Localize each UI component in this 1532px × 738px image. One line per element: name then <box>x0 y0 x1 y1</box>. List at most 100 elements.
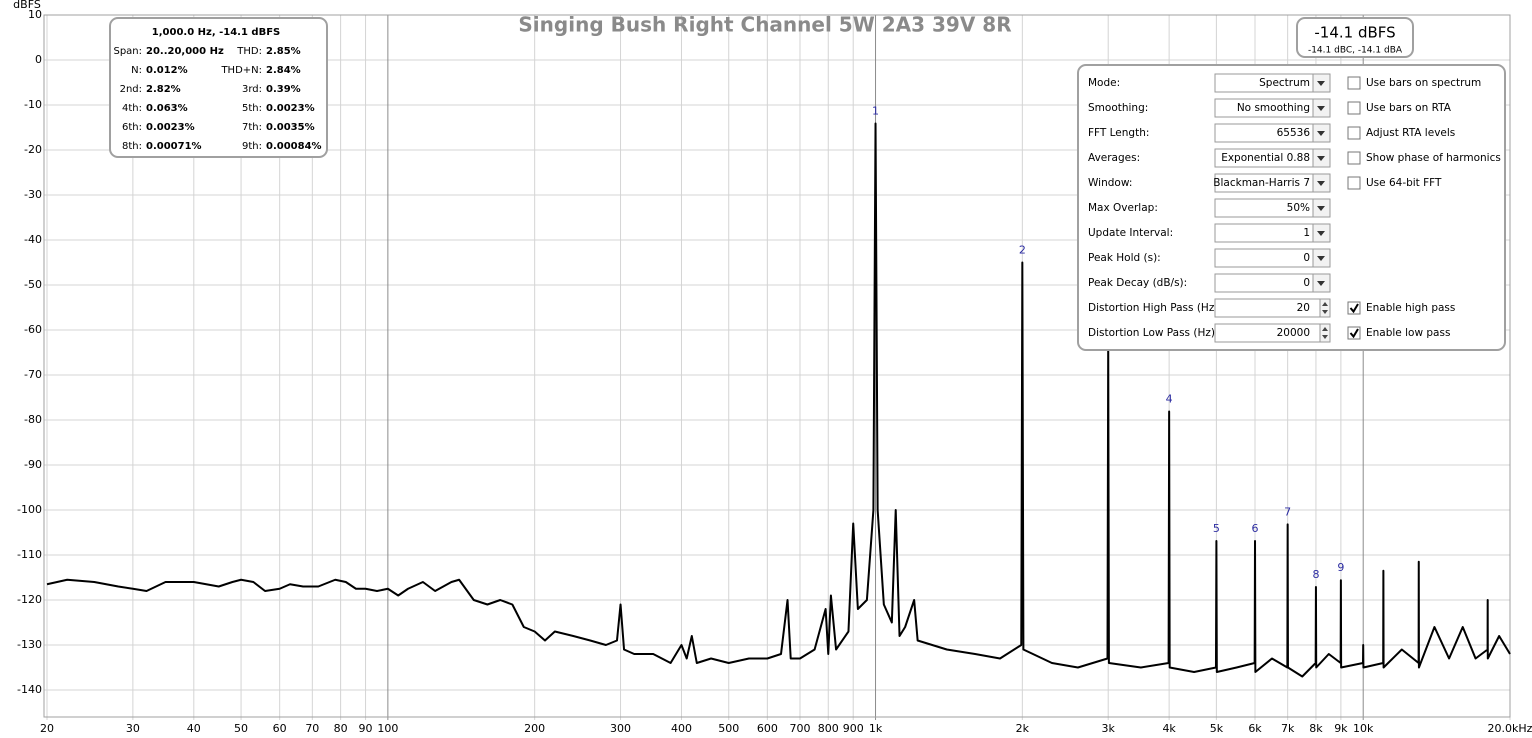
x-tick-label: 90 <box>359 722 373 735</box>
check-mark <box>1349 328 1359 339</box>
info-box <box>109 17 328 158</box>
control-value: Blackman-Harris 7 <box>1213 177 1310 189</box>
harmonic-label: 6 <box>1252 522 1259 535</box>
x-tick-label: 20 <box>40 722 54 735</box>
y-tick-label: -70 <box>24 368 42 381</box>
info-value: 0.012% <box>146 65 188 76</box>
info-value: 0.39% <box>266 84 301 95</box>
dropdown-arrow <box>1317 131 1325 136</box>
level-value: -14.1 dBFS <box>1314 24 1395 42</box>
x-tick-label: 900 <box>843 722 864 735</box>
dropdown-arrow <box>1317 81 1325 86</box>
x-tick-label: 800 <box>818 722 839 735</box>
y-tick-label: -90 <box>24 458 42 471</box>
y-tick-label: -50 <box>24 278 42 291</box>
checkbox-label: Use bars on RTA <box>1366 102 1452 114</box>
x-tick-label: 200 <box>524 722 545 735</box>
plot-frame <box>43 14 1511 718</box>
y-tick-label: -140 <box>17 683 42 696</box>
info-value: 0.00071% <box>146 141 202 152</box>
checkbox-label: Enable low pass <box>1366 327 1450 339</box>
dropdown-arrow <box>1317 256 1325 261</box>
y-tick-label: 0 <box>35 53 42 66</box>
control-value: 0 <box>1303 252 1310 264</box>
info-value: 0.063% <box>146 103 188 114</box>
y-tick-label: -80 <box>24 413 42 426</box>
x-tick-label: 4k <box>1162 722 1176 735</box>
x-tick-label: 9k <box>1334 722 1348 735</box>
spinner-box[interactable] <box>1214 323 1331 343</box>
harmonic-label: 9 <box>1337 561 1344 574</box>
y-tick-label: -20 <box>24 143 42 156</box>
level-weighted: -14.1 dBC, -14.1 dBA <box>1308 46 1403 56</box>
info-label: 7th: <box>242 122 262 133</box>
x-tick-label: 6k <box>1248 722 1262 735</box>
control-value: 1 <box>1303 227 1310 239</box>
info-label: THD+N: <box>220 65 262 76</box>
x-tick-label: 10k <box>1353 722 1374 735</box>
control-label: Peak Hold (s): <box>1088 252 1161 264</box>
x-tick-label: 60 <box>273 722 287 735</box>
checkbox[interactable] <box>1347 151 1361 165</box>
dropdown-arrow <box>1317 106 1325 111</box>
control-value: No smoothing <box>1237 102 1310 114</box>
info-label: 5th: <box>242 103 262 114</box>
y-tick-label: -110 <box>17 548 42 561</box>
check-mark <box>1349 303 1359 314</box>
x-tick-label: 100 <box>377 722 398 735</box>
control-label: Window: <box>1088 177 1132 189</box>
spinner-button[interactable] <box>1319 298 1331 318</box>
info-label: Span: <box>113 46 142 57</box>
spinner-arrows <box>1322 327 1328 339</box>
checkbox[interactable] <box>1347 76 1361 90</box>
harmonic-label: 8 <box>1312 568 1319 581</box>
dropdown-arrow <box>1317 231 1325 236</box>
info-value: 2.84% <box>266 65 301 76</box>
harmonic-label: 5 <box>1213 522 1220 535</box>
info-value: 2.85% <box>266 46 301 57</box>
x-tick-label: 7k <box>1281 722 1295 735</box>
checkbox-label: Enable high pass <box>1366 302 1455 314</box>
dropdown-arrow <box>1317 281 1325 286</box>
control-label: Distortion Low Pass (Hz): <box>1088 327 1219 339</box>
x-tick-label: 400 <box>671 722 692 735</box>
checkbox-label: Adjust RTA levels <box>1366 127 1455 139</box>
spinner-box[interactable] <box>1214 298 1331 318</box>
info-label: 3rd: <box>242 84 262 95</box>
checkbox-label: Use bars on spectrum <box>1366 77 1481 89</box>
info-label: 8th: <box>122 141 142 152</box>
y-tick-label: -10 <box>24 98 42 111</box>
dropdown-arrow <box>1317 181 1325 186</box>
level-box <box>1296 17 1414 58</box>
x-tick-label: 50 <box>234 722 248 735</box>
checkbox-label: Use 64-bit FFT <box>1366 177 1442 189</box>
info-value: 0.0023% <box>266 103 315 114</box>
control-value: 0 <box>1303 277 1310 289</box>
y-tick-label: -100 <box>17 503 42 516</box>
spinner-button[interactable] <box>1319 323 1331 343</box>
info-label: THD: <box>236 46 262 57</box>
x-tick-label: 20.0kHz <box>1488 722 1532 735</box>
harmonic-label: 1 <box>872 104 879 117</box>
y-axis-label: dBFS <box>13 0 41 11</box>
control-value: 20000 <box>1277 327 1310 339</box>
info-value: 20..20,000 Hz <box>146 46 224 57</box>
info-value: 0.0035% <box>266 122 315 133</box>
info-label: 2nd: <box>120 84 142 95</box>
x-tick-label: 600 <box>757 722 778 735</box>
x-tick-label: 70 <box>305 722 319 735</box>
spectrum-line <box>46 122 1511 678</box>
x-tick-label: 3k <box>1102 722 1116 735</box>
control-label: Distortion High Pass (Hz): <box>1088 302 1222 314</box>
checkbox[interactable] <box>1347 101 1361 115</box>
control-value: Spectrum <box>1259 77 1310 89</box>
checkbox[interactable] <box>1347 176 1361 190</box>
x-tick-label: 30 <box>126 722 140 735</box>
checkbox[interactable] <box>1347 126 1361 140</box>
info-label: 9th: <box>242 141 262 152</box>
dropdown-arrow <box>1317 206 1325 211</box>
x-tick-label: 40 <box>187 722 201 735</box>
harmonic-label: 2 <box>1019 244 1026 257</box>
control-label: Mode: <box>1088 77 1120 89</box>
y-tick-label: -60 <box>24 323 42 336</box>
